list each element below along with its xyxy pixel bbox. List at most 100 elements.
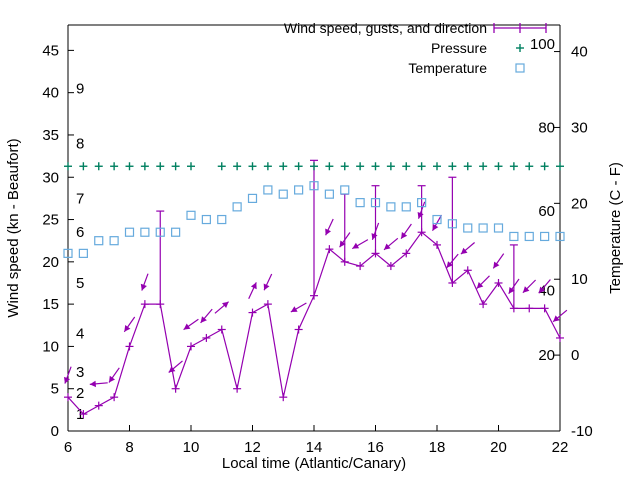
- x-tick-label: 14: [306, 439, 323, 456]
- temperature-marker: [124, 227, 135, 237]
- temperature-marker: [94, 236, 104, 246]
- x-tick-label: 16: [367, 439, 384, 456]
- y2-tick-label: 10: [571, 271, 588, 288]
- x-tick-label: 18: [429, 439, 446, 456]
- wind-direction-arrow: [492, 253, 505, 269]
- beaufort-label: 3: [76, 364, 84, 381]
- temperature-marker: [186, 210, 196, 220]
- wind-direction-arrow: [263, 273, 273, 291]
- wind-direction-arrow: [538, 279, 551, 294]
- temperature-marker: [417, 198, 427, 208]
- y2-tick-label: 20: [571, 195, 588, 212]
- temperature-marker: [401, 202, 411, 212]
- temperature-marker: [555, 231, 565, 242]
- wind-direction-arrow: [508, 278, 520, 295]
- temperature-marker: [493, 223, 504, 233]
- beaufort-label: 2: [76, 385, 84, 402]
- wind-direction-arrow: [290, 302, 307, 313]
- wind-direction-arrow: [352, 239, 369, 250]
- temperature-marker: [540, 231, 550, 242]
- temperature-marker: [324, 189, 334, 199]
- wind-direction-arrow: [383, 237, 399, 251]
- legend-marker-square: [515, 63, 525, 73]
- y-tick-label: 5: [51, 381, 59, 398]
- temperature-marker: [478, 223, 488, 233]
- temperature-marker: [355, 198, 365, 208]
- wind-direction-arrow: [168, 360, 183, 373]
- fahrenheit-label: 100: [530, 36, 555, 53]
- y2-tick-label: 30: [571, 119, 588, 136]
- y-tick-label: 0: [51, 423, 59, 440]
- beaufort-label: 9: [76, 80, 84, 97]
- beaufort-label: 8: [76, 135, 84, 152]
- x-tick-label: 12: [244, 439, 261, 456]
- y-tick-label: 15: [42, 296, 59, 313]
- temperature-marker: [432, 214, 442, 225]
- temperature-marker: [217, 214, 227, 225]
- wind-direction-arrow: [123, 316, 136, 333]
- y2-tick-label: 40: [571, 44, 588, 61]
- temperature-marker: [247, 193, 258, 203]
- wind-direction-arrow: [325, 218, 334, 236]
- y-axis-title: Wind speed (kn - Beaufort): [5, 138, 22, 317]
- x-tick-label: 20: [490, 439, 507, 456]
- temperature-marker: [140, 227, 150, 237]
- wind-direction-arrow: [108, 367, 120, 383]
- y2-tick-label: -10: [571, 423, 593, 440]
- fahrenheit-label: 20: [538, 347, 555, 364]
- temperature-marker: [386, 202, 396, 212]
- wind-direction-arrow: [460, 242, 475, 255]
- temperature-marker: [524, 231, 534, 242]
- y-tick-label: 40: [42, 85, 59, 102]
- temperature-marker: [232, 202, 242, 212]
- temperature-marker: [340, 185, 350, 195]
- temperature-marker: [155, 227, 165, 237]
- legend-label-2: Temperature: [408, 60, 487, 76]
- temperature-marker: [263, 185, 273, 195]
- legend-label-0: Wind speed, gusts, and direction: [284, 20, 487, 36]
- temperature-marker: [463, 223, 473, 233]
- wind-direction-arrow: [183, 318, 199, 331]
- wind-direction-arrow: [476, 275, 490, 289]
- x-axis-title: Local time (Atlantic/Canary): [222, 455, 406, 472]
- wind-direction-arrow: [339, 232, 351, 248]
- beaufort-label: 6: [76, 224, 84, 241]
- wind-direction-arrow: [552, 309, 568, 323]
- fahrenheit-label: 80: [538, 119, 555, 136]
- y2-tick-label: 0: [571, 347, 579, 364]
- beaufort-label: 7: [76, 190, 84, 207]
- temperature-marker: [309, 181, 319, 191]
- wind-direction-arrow: [400, 223, 412, 240]
- temperature-marker: [78, 248, 88, 258]
- y-tick-label: 45: [42, 42, 59, 59]
- temperature-marker: [278, 189, 288, 199]
- wind-direction-arrow: [214, 301, 229, 314]
- temperature-marker: [201, 214, 211, 225]
- x-tick-label: 6: [64, 439, 72, 456]
- y2-axis-title: Temperature (C - F): [607, 162, 624, 294]
- x-tick-label: 22: [552, 439, 569, 456]
- wind-direction-arrow: [64, 366, 72, 384]
- wind-direction-arrow: [371, 222, 380, 241]
- wind-direction-arrow: [431, 214, 443, 231]
- y-tick-label: 30: [42, 169, 59, 186]
- y-tick-label: 10: [42, 338, 59, 355]
- temperature-marker: [109, 236, 119, 246]
- y-tick-label: 25: [42, 212, 59, 229]
- x-tick-label: 10: [183, 439, 200, 456]
- temperature-marker: [171, 227, 181, 237]
- wind-direction-arrow: [248, 282, 257, 299]
- legend-label-1: Pressure: [431, 40, 487, 56]
- beaufort-label: 5: [76, 275, 84, 292]
- wind-direction-arrow: [446, 253, 459, 269]
- wind-direction-arrow: [140, 273, 149, 291]
- wind-direction-arrow: [417, 201, 426, 219]
- y-tick-label: 20: [42, 254, 59, 271]
- wind-direction-arrow: [522, 279, 537, 294]
- y-tick-label: 35: [42, 127, 59, 144]
- beaufort-label: 4: [76, 326, 84, 343]
- temperature-marker: [294, 185, 304, 195]
- temperature-marker: [447, 219, 457, 229]
